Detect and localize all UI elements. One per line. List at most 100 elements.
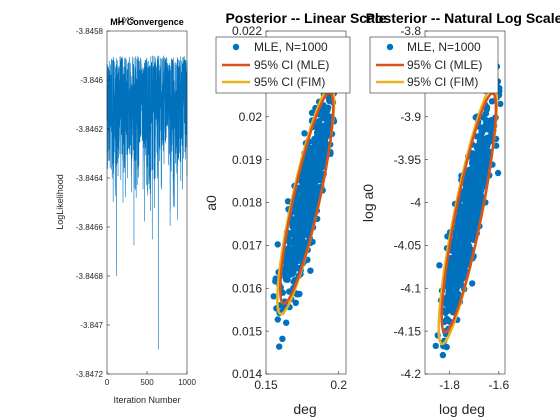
y-tick-label: -3.95 [394, 153, 422, 167]
posterior-point [305, 202, 313, 209]
posterior-point [443, 300, 450, 308]
legend-log: MLE, N=1000 95% CI (MLE) 95% CI (FIM) [369, 36, 499, 94]
posterior-point [292, 299, 299, 306]
y-axis-label-1: LogLikelihood [55, 174, 65, 230]
posterior-point [488, 98, 496, 105]
y-tick-label: -3.8462 [76, 125, 104, 134]
posterior-point [320, 107, 327, 114]
posterior-point [279, 335, 286, 342]
posterior-point [459, 255, 466, 262]
posterior-point [473, 155, 480, 162]
posterior-point [306, 151, 313, 159]
loglikelihood-trace [106, 55, 188, 350]
posterior-point [443, 294, 451, 301]
y-tick-label: -4.2 [400, 367, 421, 381]
posterior-point [432, 342, 439, 350]
y-tick-label: -3.8464 [76, 174, 104, 183]
x-axis-label-2: deg [293, 401, 316, 417]
posterior-point [298, 189, 305, 196]
x-axis-label-1: Iteration Number [113, 395, 180, 405]
mh-title: MH Convergence [110, 17, 184, 27]
posterior-log-panel: -3.8-3.85-3.9-3.95-4-4.05-4.1-4.15-4.2 -… [360, 10, 560, 417]
posterior-point [456, 233, 463, 240]
x-tick-label: 500 [140, 378, 154, 387]
posterior-point [310, 139, 318, 146]
x-ticks-1: 0 500 1000 [105, 371, 196, 387]
y-tick-label: -3.8466 [76, 223, 104, 232]
legend-linear: MLE, N=1000 95% CI (MLE) 95% CI (FIM) [215, 36, 351, 94]
posterior-point [289, 254, 296, 262]
posterior-point [310, 203, 318, 211]
posterior-point [436, 262, 443, 269]
posterior-point [319, 115, 327, 122]
posterior-point [442, 309, 449, 317]
x-tick-label: 0.2 [330, 378, 347, 392]
posterior-point [293, 218, 300, 225]
posterior-linear-panel: 0.0140.0150.0160.0170.0180.0190.020.0210… [203, 10, 387, 417]
posterior-point [301, 130, 308, 137]
posterior-point [445, 281, 453, 288]
posterior-point [305, 166, 312, 173]
y-tick-label: 0.022 [232, 24, 262, 38]
posterior-point [297, 207, 305, 214]
posterior-point [477, 172, 484, 179]
y-tick-label: 0.019 [232, 153, 262, 167]
posterior-point [310, 177, 317, 185]
posterior-point [302, 179, 309, 186]
y-tick-label: -4 [410, 196, 421, 210]
posterior-point [300, 223, 308, 230]
posterior-point [478, 130, 485, 137]
linear-title: Posterior -- Linear Scale [225, 10, 386, 26]
posterior-point [314, 145, 322, 153]
x-tick-label: 0.15 [254, 378, 278, 392]
posterior-point [486, 125, 494, 132]
posterior-point [286, 239, 293, 246]
x-tick-label: -1.6 [489, 378, 510, 392]
posterior-point [480, 150, 487, 157]
posterior-point [307, 267, 314, 274]
posterior-point [319, 152, 326, 159]
posterior-point [453, 223, 461, 230]
y-tick-label: 0.017 [232, 239, 262, 253]
legend-label-mle-log: 95% CI (MLE) [407, 58, 482, 72]
posterior-point [443, 343, 450, 351]
posterior-point [471, 195, 478, 202]
posterior-point [270, 293, 277, 300]
legend-label-points: MLE, N=1000 [254, 40, 328, 54]
posterior-point [318, 131, 326, 138]
posterior-point [276, 343, 283, 350]
x-tick-label: 1000 [178, 378, 196, 387]
exponent-label: 10^3 [117, 16, 135, 25]
posterior-point [474, 203, 481, 211]
posterior-point [479, 184, 486, 191]
y-tick-label: -4.1 [400, 281, 421, 295]
posterior-point [451, 295, 458, 302]
posterior-point [439, 351, 447, 359]
posterior-point [288, 261, 296, 268]
posterior-point [497, 100, 504, 108]
x-tick-label: -1.8 [439, 378, 460, 392]
posterior-point [463, 202, 471, 209]
ci-mle-ellipse-linear [279, 91, 335, 306]
posterior-point [466, 216, 473, 223]
posterior-point [323, 125, 330, 132]
posterior-point [480, 137, 487, 144]
posterior-point [482, 168, 489, 175]
posterior-point [465, 187, 472, 194]
posterior-point [482, 116, 489, 124]
y-tick-label: -3.8468 [76, 272, 104, 281]
y-tick-label: -3.8 [400, 24, 421, 38]
y-axis-label-3: log a0 [360, 184, 376, 222]
y-tick-label: -4.15 [394, 324, 422, 338]
posterior-point [308, 109, 316, 117]
posterior-point [483, 106, 491, 113]
legend-label-fim-log: 95% CI (FIM) [407, 75, 478, 89]
posterior-point [288, 230, 295, 237]
posterior-point [469, 280, 476, 287]
posterior-point [317, 157, 324, 164]
posterior-point [306, 171, 313, 178]
posterior-point [316, 172, 323, 180]
posterior-point [480, 145, 487, 152]
y-axis-label-2: a0 [203, 195, 219, 211]
